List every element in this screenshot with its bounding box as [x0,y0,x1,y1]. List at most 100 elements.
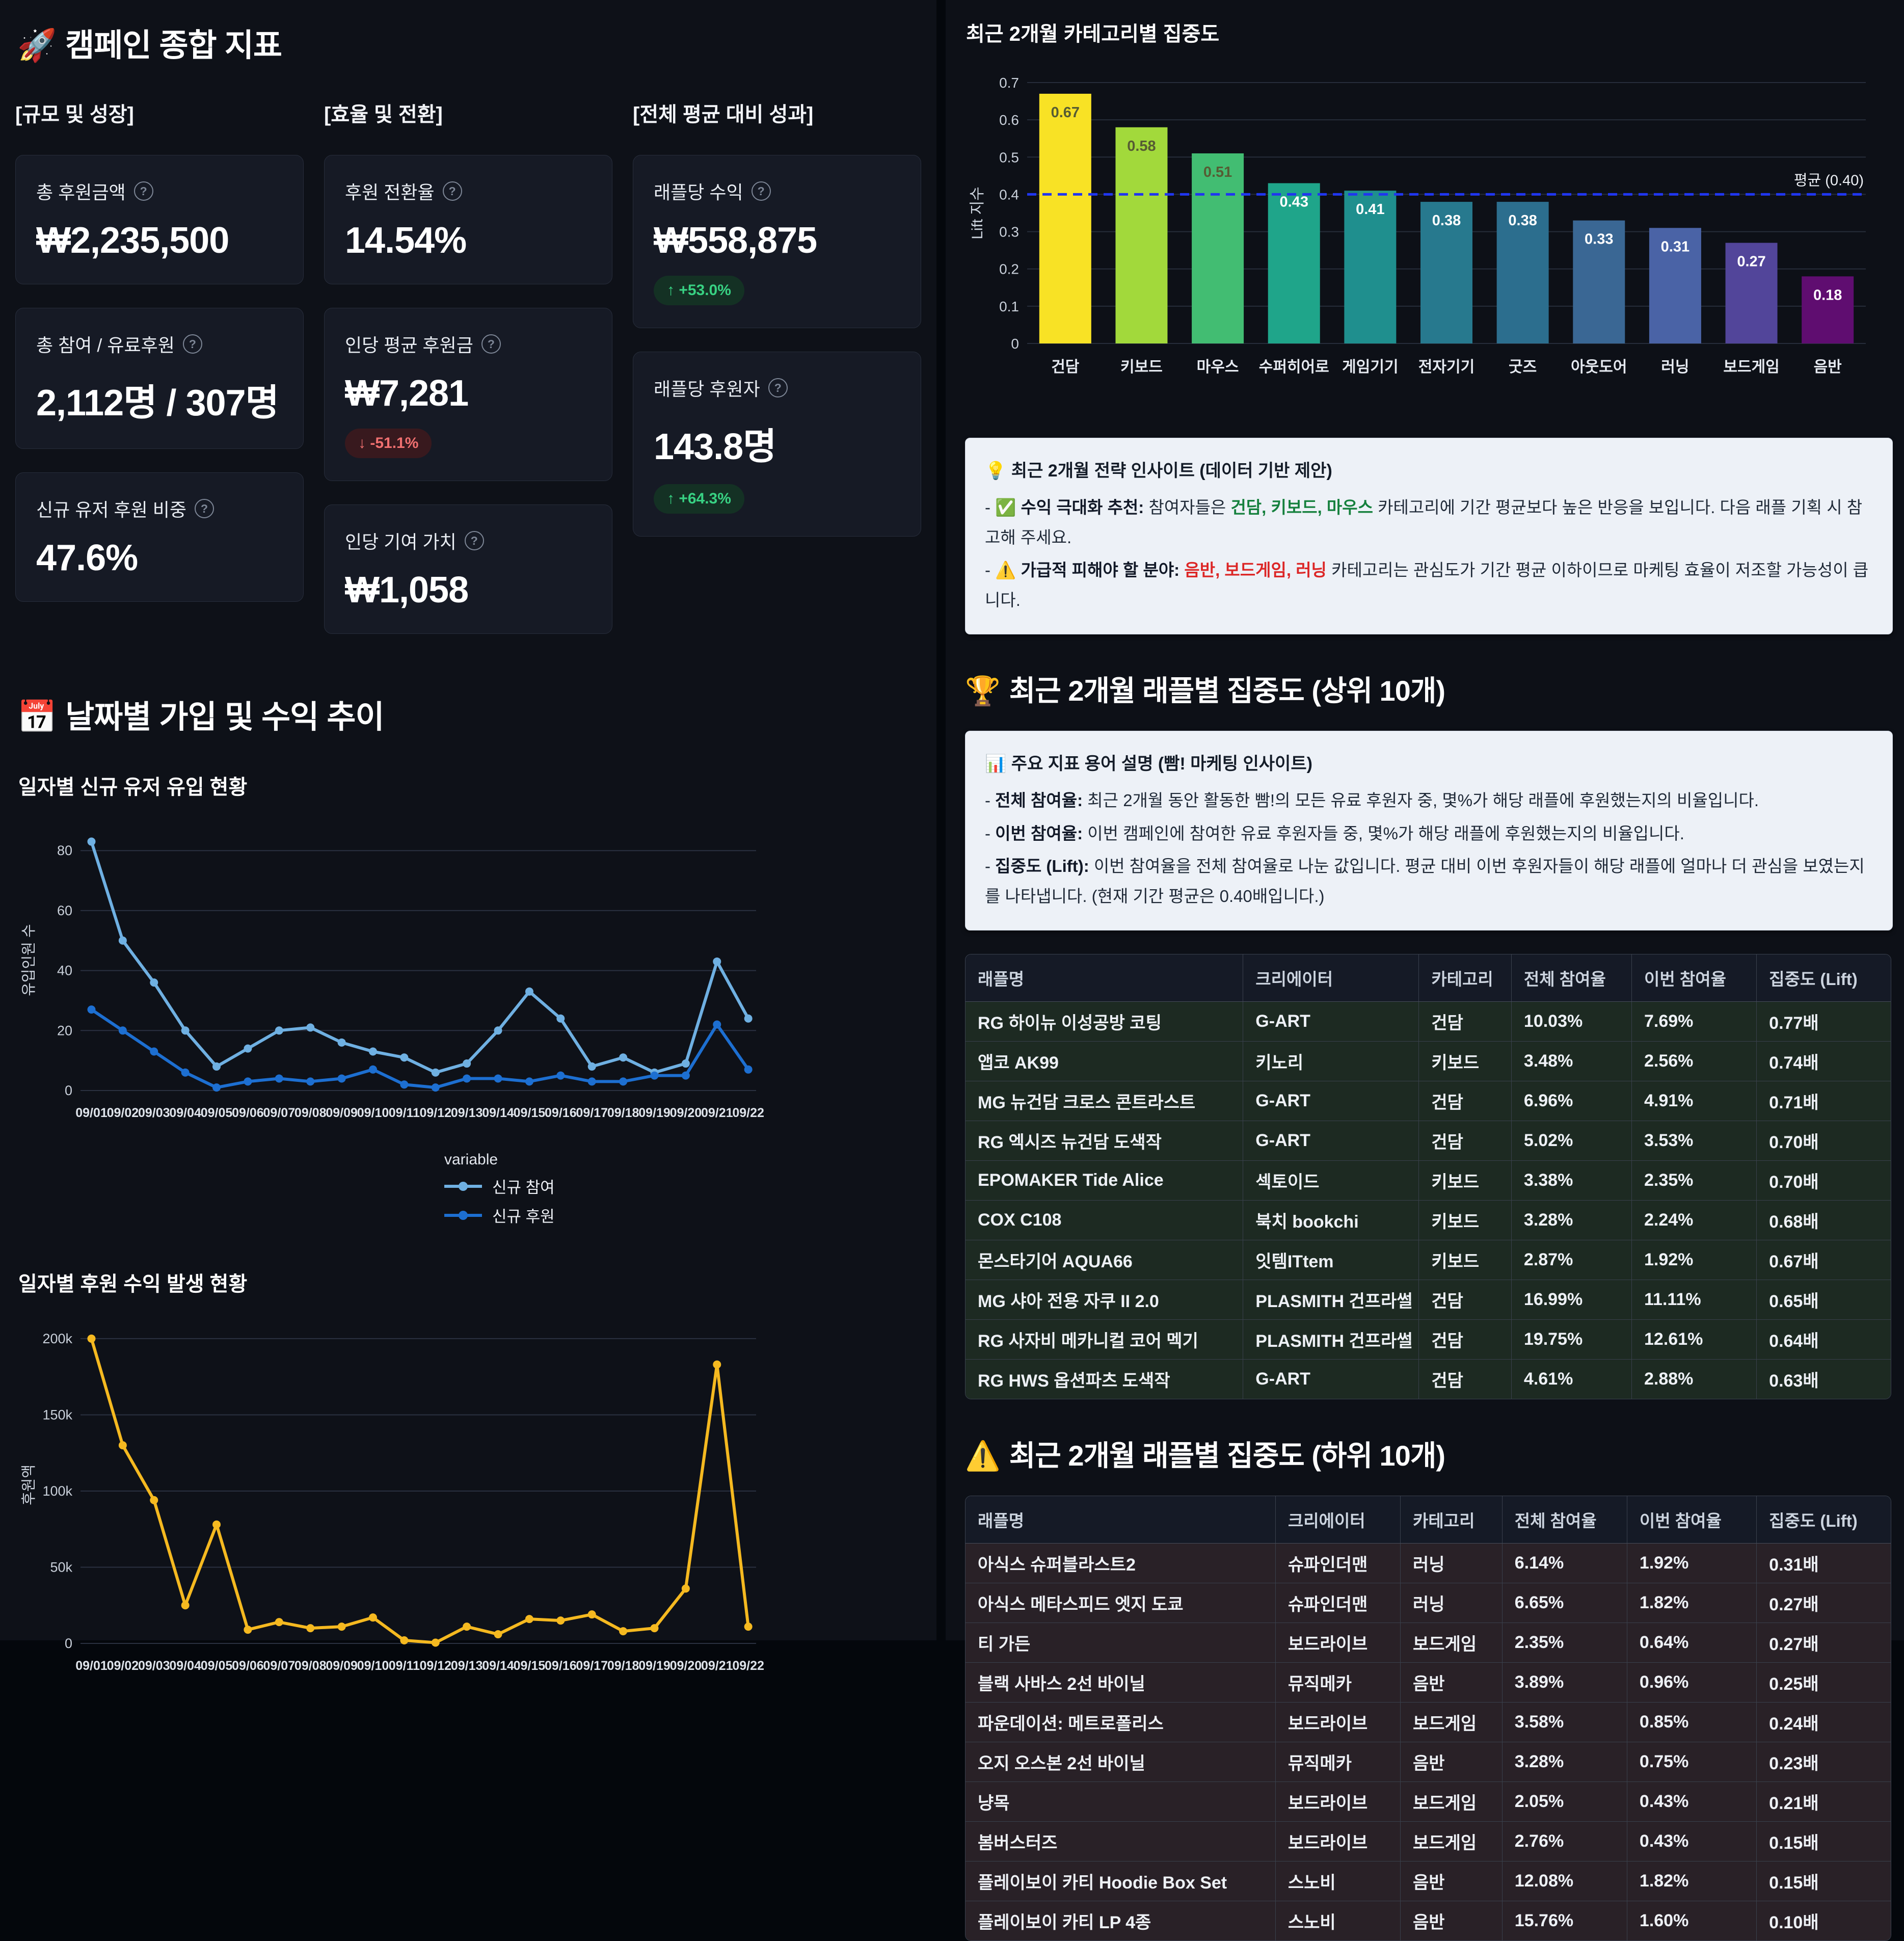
table-cell: 0.24배 [1756,1701,1891,1742]
kpi-card: 인당 기여 가치? ₩1,058 [324,504,612,634]
kpi-card: 인당 평균 후원금? ₩7,281 ↓ -51.1% [324,308,612,481]
svg-text:09/05: 09/05 [201,1106,233,1120]
svg-text:09/13: 09/13 [451,1106,483,1120]
svg-text:09/05: 09/05 [201,1659,233,1673]
svg-text:0.1: 0.1 [999,299,1019,314]
table-cell: 2.87% [1511,1239,1632,1280]
trophy-icon: 🏆 [965,674,1001,707]
bar-키보드 [1115,127,1168,343]
svg-text:0.51: 0.51 [1203,164,1232,180]
table-cell: 12.08% [1502,1860,1627,1901]
table-cell: 12.61% [1631,1319,1757,1360]
kpi-card-label: 래플당 수익? [654,178,900,204]
svg-text:0.6: 0.6 [999,112,1019,128]
table-cell: 0.31배 [1756,1543,1891,1583]
bullet-dash: - [985,561,996,580]
svg-text:09/07: 09/07 [263,1659,296,1673]
kpi-card: 총 후원금액? ₩2,235,500 [15,155,304,284]
column-header: 이번 참여율 [1631,954,1757,1002]
category-lift-chart: 0 0.1 0.2 0.3 0.4 0.5 0.6 0.7 0.67 건담 0.58 키보드 0.51 마… [967,65,1893,408]
table-cell: 0.67배 [1756,1239,1891,1280]
kpi-card-value: 2,112명 / 307명 [36,383,279,423]
table-cell: 스노비 [1275,1860,1401,1901]
legend-item-신규 후원[interactable]: 신규 후원 [444,1204,921,1227]
help-icon[interactable]: ? [751,181,771,201]
help-icon[interactable]: ? [182,334,202,354]
svg-text:0.27: 0.27 [1737,254,1765,270]
page-title: 🚀 캠페인 종합 지표 [17,19,921,65]
insight-bold: 수익 극대화 추천: [1021,498,1144,517]
table-cell: 2.05% [1502,1781,1627,1822]
insight-bold: 가급적 피해야 할 분야: [1021,561,1180,580]
warning-icon: ⚠️ [965,1439,1001,1472]
table-cell: 0.64배 [1756,1319,1891,1360]
svg-text:09/01: 09/01 [75,1659,108,1673]
svg-text:09/06: 09/06 [232,1659,264,1673]
kpi-group-0: [규모 및 성장] 총 후원금액? ₩2,235,500 총 참여 / 유료후원? 2,… [15,98,304,634]
bullet-dash: - [985,498,996,517]
svg-text:후원액: 후원액 [21,1465,37,1505]
svg-text:09/06: 09/06 [232,1106,264,1120]
table-cell: 건담 [1418,1359,1512,1399]
legend-item-신규 참여[interactable]: 신규 참여 [444,1175,921,1198]
help-icon[interactable]: ? [442,181,462,201]
kpi-card-label-text: 래플당 후원자 [654,379,760,400]
svg-text:평균 (0.40): 평균 (0.40) [1794,172,1864,189]
bottom-raffle-row: 플레이보이 카티 LP 4종 스노비 음반 15.76% 1.60% 0.10배 [966,1900,1891,1940]
svg-text:0.58: 0.58 [1127,138,1156,154]
insight-text: 참여자들은 [1144,498,1231,517]
metric-terms-box: 📊 주요 지표 용어 설명 (빰! 마케팅 인사이트) - 전체 참여율: 최근… [965,730,1893,930]
table-cell: 키보드 [1418,1200,1512,1240]
svg-text:09/17: 09/17 [576,1659,608,1673]
table-cell: 7.69% [1631,1001,1757,1042]
table-cell: 음반 [1400,1741,1503,1782]
table-cell: 슈파인더맨 [1275,1543,1401,1583]
top-raffle-row: RG 엑시즈 뉴건담 도색작 G-ART 건담 5.02% 3.53% 0.70배 [966,1120,1891,1161]
table-cell: 4.91% [1631,1080,1757,1121]
table-cell: PLASMITH 건프라썰 [1243,1279,1419,1320]
help-icon[interactable]: ? [481,334,501,354]
svg-text:0.33: 0.33 [1585,231,1613,248]
table-cell: 몬스타기어 AQUA66 [966,1239,1244,1280]
svg-text:09/09: 09/09 [326,1106,358,1120]
help-icon[interactable]: ? [464,531,484,550]
table-cell: 보드게임 [1400,1701,1503,1742]
bar-아웃도어 [1573,220,1625,343]
daily_users-svg: 02040608009/0109/0209/0309/0409/0509/060… [20,837,764,1120]
bar-음반 [1802,276,1854,343]
table-cell: 건담 [1418,1279,1512,1320]
daily-revenue-chart: 0 50k 100k 150k 200k 09/01 09/02 09/03 09/04 09/0… [17,1312,921,1701]
table-cell: 0.15배 [1756,1821,1891,1862]
kpi-card-label-text: 래플당 수익 [654,182,743,203]
table-cell: 0.65배 [1756,1279,1891,1320]
svg-text:0.7: 0.7 [999,75,1019,91]
svg-text:게임기기: 게임기기 [1342,359,1398,376]
svg-text:Lift 지수: Lift 지수 [969,187,986,240]
bottom-raffles-heading: ⚠️ 최근 2개월 래플별 집중도 (하위 10개) [965,1433,1893,1474]
bottom-raffle-row: 블랙 사바스 2선 바이닐 뮤직메카 음반 3.89% 0.96% 0.25배 [966,1662,1891,1703]
svg-text:0.38: 0.38 [1508,212,1537,229]
help-icon[interactable]: ? [194,499,214,518]
svg-text:0.41: 0.41 [1356,201,1384,218]
term-line: - 집중도 (Lift): 이번 참여율을 전체 참여율로 나눈 값입니다. 평… [985,852,1873,911]
svg-text:50k: 50k [50,1559,72,1575]
top-raffle-row: RG 사자비 메카니컬 코어 멕기 PLASMITH 건프라썰 건담 19.75% 12… [966,1319,1891,1360]
bottom-raffle-row: 오지 오스본 2선 바이닐 뮤직메카 음반 3.28% 0.75% 0.23배 [966,1741,1891,1782]
table-cell: 16.99% [1511,1279,1632,1320]
kpi-card: 신규 유저 후원 비중? 47.6% [15,472,304,602]
kpi-card-value: 143.8명 [654,427,776,467]
table-cell: 보드라이브 [1275,1622,1401,1663]
terms-title-text: 주요 지표 용어 설명 (빰! 마케팅 인사이트) [1011,754,1312,774]
svg-text:09/16: 09/16 [545,1106,577,1120]
table-cell: 러닝 [1400,1582,1503,1623]
insight-line: - ✅ 수익 극대화 추천: 참여자들은 건담, 키보드, 마우스 카테고리에 … [985,493,1873,552]
kpi-card-label: 후원 전환율? [345,178,592,204]
bullet-dash: - [985,790,996,810]
help-icon[interactable]: ? [133,181,153,201]
svg-text:0.5: 0.5 [999,149,1019,165]
help-icon[interactable]: ? [768,378,788,397]
table-cell: 3.28% [1502,1741,1627,1782]
svg-text:09/07: 09/07 [263,1106,296,1120]
insight-text [1179,561,1184,579]
kpi-delta-badge: ↓ -51.1% [345,429,432,458]
